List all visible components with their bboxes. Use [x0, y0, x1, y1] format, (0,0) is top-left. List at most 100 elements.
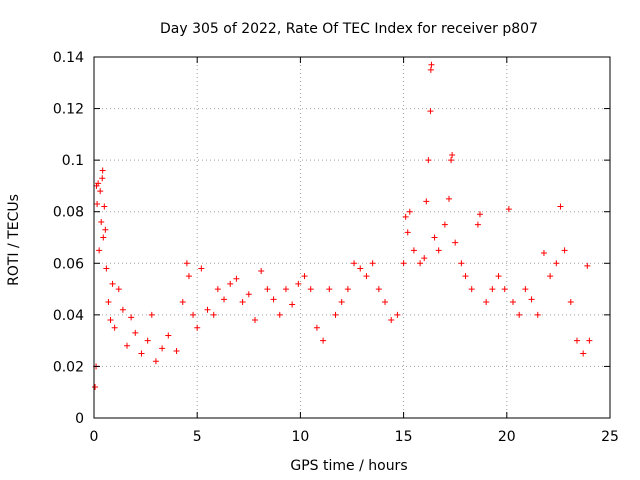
data-point [505, 206, 512, 213]
data-point [326, 286, 333, 293]
data-point [425, 157, 432, 164]
plot-frame [93, 56, 611, 419]
grid-lines [94, 57, 610, 418]
data-point [190, 311, 197, 318]
data-point [99, 167, 106, 174]
data-point [427, 108, 434, 115]
data-point [332, 311, 339, 318]
data-point [102, 226, 109, 233]
y-tick-label: 0.06 [53, 256, 84, 272]
x-tick-label: 0 [90, 429, 99, 445]
data-point [540, 249, 547, 256]
data-point [98, 219, 105, 226]
data-point [369, 260, 376, 267]
data-point [495, 273, 502, 280]
y-tick-label: 0.02 [53, 359, 84, 375]
data-point [474, 221, 481, 228]
data-point [580, 350, 587, 357]
data-point [501, 286, 508, 293]
data-point [105, 298, 112, 305]
y-tick-label: 0.04 [53, 308, 84, 324]
data-point [258, 268, 265, 275]
x-axis-label: GPS time / hours [290, 458, 407, 474]
data-point [428, 61, 435, 68]
data-point [94, 200, 101, 207]
data-point [462, 273, 469, 280]
data-point [128, 314, 135, 321]
data-point [210, 311, 217, 318]
data-point [295, 280, 302, 287]
data-point [264, 286, 271, 293]
data-point [159, 345, 166, 352]
data-point [96, 247, 103, 254]
data-point [97, 188, 104, 195]
data-point [111, 324, 118, 331]
data-points [92, 61, 593, 391]
y-tick-label: 0 [75, 411, 84, 427]
data-point [173, 347, 180, 354]
data-point [183, 260, 190, 267]
chart-title: Day 305 of 2022, Rate Of TEC Index for r… [160, 21, 538, 37]
data-point [119, 306, 126, 313]
data-point [204, 306, 211, 313]
data-point [95, 180, 102, 187]
data-point [400, 260, 407, 267]
data-point [338, 298, 345, 305]
axis-ticks [93, 56, 611, 419]
data-point [357, 265, 364, 272]
data-point [561, 247, 568, 254]
x-tick-label: 15 [395, 429, 413, 445]
data-point [152, 358, 159, 365]
data-point [394, 311, 401, 318]
data-point [344, 286, 351, 293]
data-point [165, 332, 172, 339]
data-point [458, 260, 465, 267]
data-point [427, 66, 434, 73]
x-tick-labels: 0 5 10 15 20 25 [90, 429, 619, 445]
data-point [214, 286, 221, 293]
data-point [406, 208, 413, 215]
data-point [435, 247, 442, 254]
data-point [375, 286, 382, 293]
data-point [148, 311, 155, 318]
data-point [417, 260, 424, 267]
data-point [410, 247, 417, 254]
y-tick-labels: 0 0.02 0.04 0.06 0.08 0.1 0.12 0.14 [53, 50, 84, 427]
data-point [522, 286, 529, 293]
data-point [115, 286, 122, 293]
data-point [402, 213, 409, 220]
data-point [124, 342, 131, 349]
data-point [516, 311, 523, 318]
data-point [446, 195, 453, 202]
data-point [103, 265, 110, 272]
data-point [251, 317, 258, 324]
data-point [584, 262, 591, 269]
data-point [449, 151, 456, 158]
data-point [448, 157, 455, 164]
data-point [307, 286, 314, 293]
data-point [221, 296, 228, 303]
data-point [99, 175, 106, 182]
x-tick-label: 5 [193, 429, 202, 445]
data-point [483, 298, 490, 305]
data-point [547, 273, 554, 280]
data-point [270, 296, 277, 303]
data-point [100, 234, 107, 241]
data-point [227, 280, 234, 287]
data-point [431, 234, 438, 241]
data-point [233, 275, 240, 282]
data-point [423, 198, 430, 205]
data-point [194, 324, 201, 331]
data-point [289, 301, 296, 308]
data-point [382, 298, 389, 305]
data-point [198, 265, 205, 272]
data-point [132, 329, 139, 336]
data-point [404, 229, 411, 236]
data-point [245, 291, 252, 298]
data-point [351, 260, 358, 267]
data-point [534, 311, 541, 318]
data-point [179, 298, 186, 305]
data-point [92, 384, 99, 391]
data-point [468, 286, 475, 293]
